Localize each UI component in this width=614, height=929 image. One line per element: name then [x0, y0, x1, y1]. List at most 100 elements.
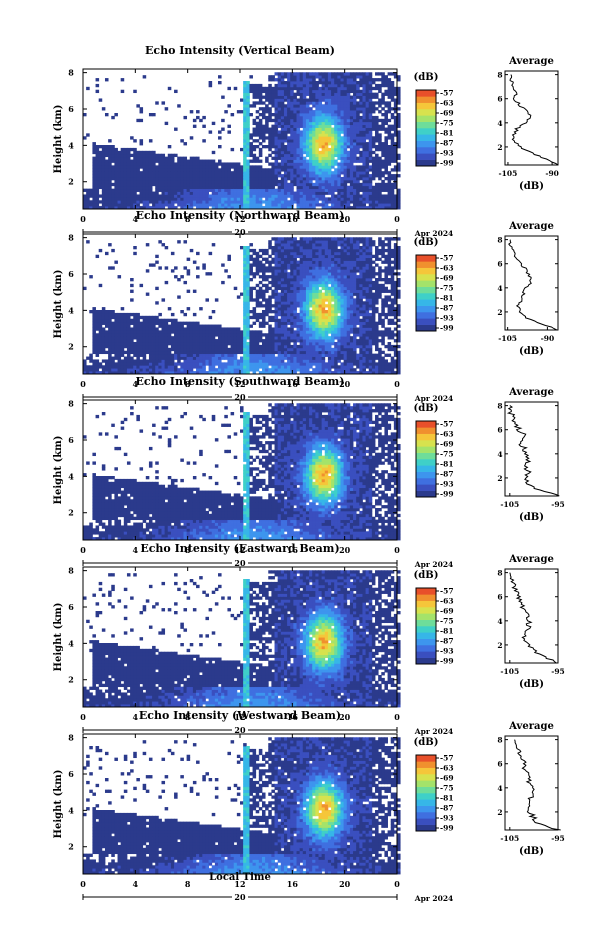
heatmap-cell	[139, 185, 144, 190]
heatmap-cell	[83, 113, 87, 117]
heatmap-cell	[148, 330, 153, 334]
heatmap-cell	[265, 307, 269, 311]
heatmap-cell	[315, 98, 319, 102]
heatmap-cell	[290, 344, 294, 349]
heatmap-cell	[236, 188, 241, 192]
heatmap-cell	[334, 121, 338, 126]
heatmap-cell	[183, 179, 188, 184]
heatmap-cell	[174, 89, 178, 94]
heatmap-cell	[95, 200, 100, 204]
heatmap-cell	[252, 350, 257, 355]
heatmap-cell	[305, 286, 310, 291]
heatmap-cell	[318, 98, 323, 102]
heatmap-cell	[101, 191, 106, 195]
heatmap-cell	[299, 312, 304, 317]
heatmap-cell	[299, 153, 304, 158]
heatmap-cell	[252, 101, 257, 105]
heatmap-cell	[261, 278, 266, 282]
heatmap-cell	[324, 81, 329, 85]
heatmap-cell	[371, 206, 376, 210]
heatmap-cell	[390, 194, 395, 198]
heatmap-cell	[299, 254, 304, 259]
heatmap-cell	[183, 203, 188, 207]
heatmap-cell	[290, 200, 294, 204]
heatmap-cell	[161, 191, 166, 195]
heatmap-cell	[334, 110, 338, 114]
heatmap-cell	[148, 333, 153, 337]
heatmap-cell	[177, 350, 181, 355]
heatmap-cell	[142, 318, 147, 323]
heatmap-cell	[290, 353, 294, 357]
heatmap-cell	[331, 153, 335, 158]
heatmap-cell	[265, 145, 269, 149]
heatmap-cell	[378, 89, 382, 94]
heatmap-cell	[243, 312, 247, 317]
heatmap-cell	[233, 356, 238, 360]
heatmap-cell	[305, 254, 310, 259]
heatmap-cell	[221, 200, 225, 204]
heatmap-cell	[252, 362, 257, 366]
heatmap-cell	[192, 185, 197, 190]
heatmap-cell	[296, 289, 301, 293]
heatmap-cell	[111, 359, 115, 363]
heatmap-cell	[390, 168, 395, 172]
heatmap-cell	[293, 350, 297, 355]
heatmap-cell	[130, 312, 134, 317]
heatmap-cell	[296, 243, 301, 247]
heatmap-cell	[375, 107, 379, 111]
heatmap-cell	[324, 174, 329, 178]
heatmap-cell	[161, 368, 166, 372]
heatmap-cell	[353, 147, 357, 152]
heatmap-cell	[293, 289, 297, 293]
heatmap-cell	[205, 185, 209, 190]
heatmap-cell	[261, 101, 266, 105]
heatmap-cell	[371, 188, 376, 192]
heatmap-cell	[196, 168, 200, 172]
heatmap-cell	[170, 159, 175, 163]
heatmap-cell	[362, 127, 366, 131]
heatmap-cell	[371, 200, 376, 204]
heatmap-cell	[111, 356, 115, 360]
heatmap-cell	[148, 368, 153, 372]
heatmap-cell	[337, 191, 341, 195]
heatmap-cell	[126, 344, 131, 349]
heatmap-cell	[265, 92, 269, 96]
heatmap-cell	[246, 315, 250, 320]
heatmap-cell	[258, 266, 263, 270]
heatmap-cell	[227, 162, 231, 166]
heatmap-cell	[312, 92, 316, 96]
heatmap-cell	[199, 177, 203, 181]
heatmap-cell	[120, 365, 125, 369]
heatmap-cell	[340, 75, 345, 79]
heatmap-cell	[117, 353, 122, 357]
heatmap-cell	[296, 365, 301, 369]
heatmap-cell	[230, 185, 235, 190]
heatmap-cell	[202, 174, 206, 178]
heatmap-cell	[205, 344, 209, 349]
heatmap-cell	[331, 115, 335, 120]
heatmap-cell	[95, 174, 100, 178]
heatmap-cell	[299, 171, 304, 175]
heatmap-cell	[258, 275, 263, 279]
heatmap-cell	[299, 280, 304, 285]
heatmap-cell	[280, 318, 285, 323]
heatmap-cell	[296, 177, 301, 181]
heatmap-cell	[362, 107, 366, 111]
heatmap-cell	[120, 324, 125, 328]
heatmap-cell	[271, 113, 275, 117]
heatmap-cell	[309, 283, 313, 288]
heatmap-cell	[265, 127, 269, 131]
heatmap-cell	[108, 156, 112, 160]
heatmap-cell	[101, 321, 106, 325]
heatmap-cell	[287, 342, 291, 346]
heatmap-cell	[246, 159, 250, 163]
heatmap-cell	[293, 315, 297, 320]
heatmap-cell	[340, 81, 345, 85]
heatmap-cell	[302, 185, 307, 190]
heatmap-cell	[243, 153, 247, 158]
heatmap-cell	[186, 203, 191, 207]
heatmap-cell	[356, 83, 360, 88]
heatmap-cell	[309, 107, 313, 111]
heatmap-cell	[114, 330, 118, 334]
heatmap-cell	[208, 159, 213, 163]
